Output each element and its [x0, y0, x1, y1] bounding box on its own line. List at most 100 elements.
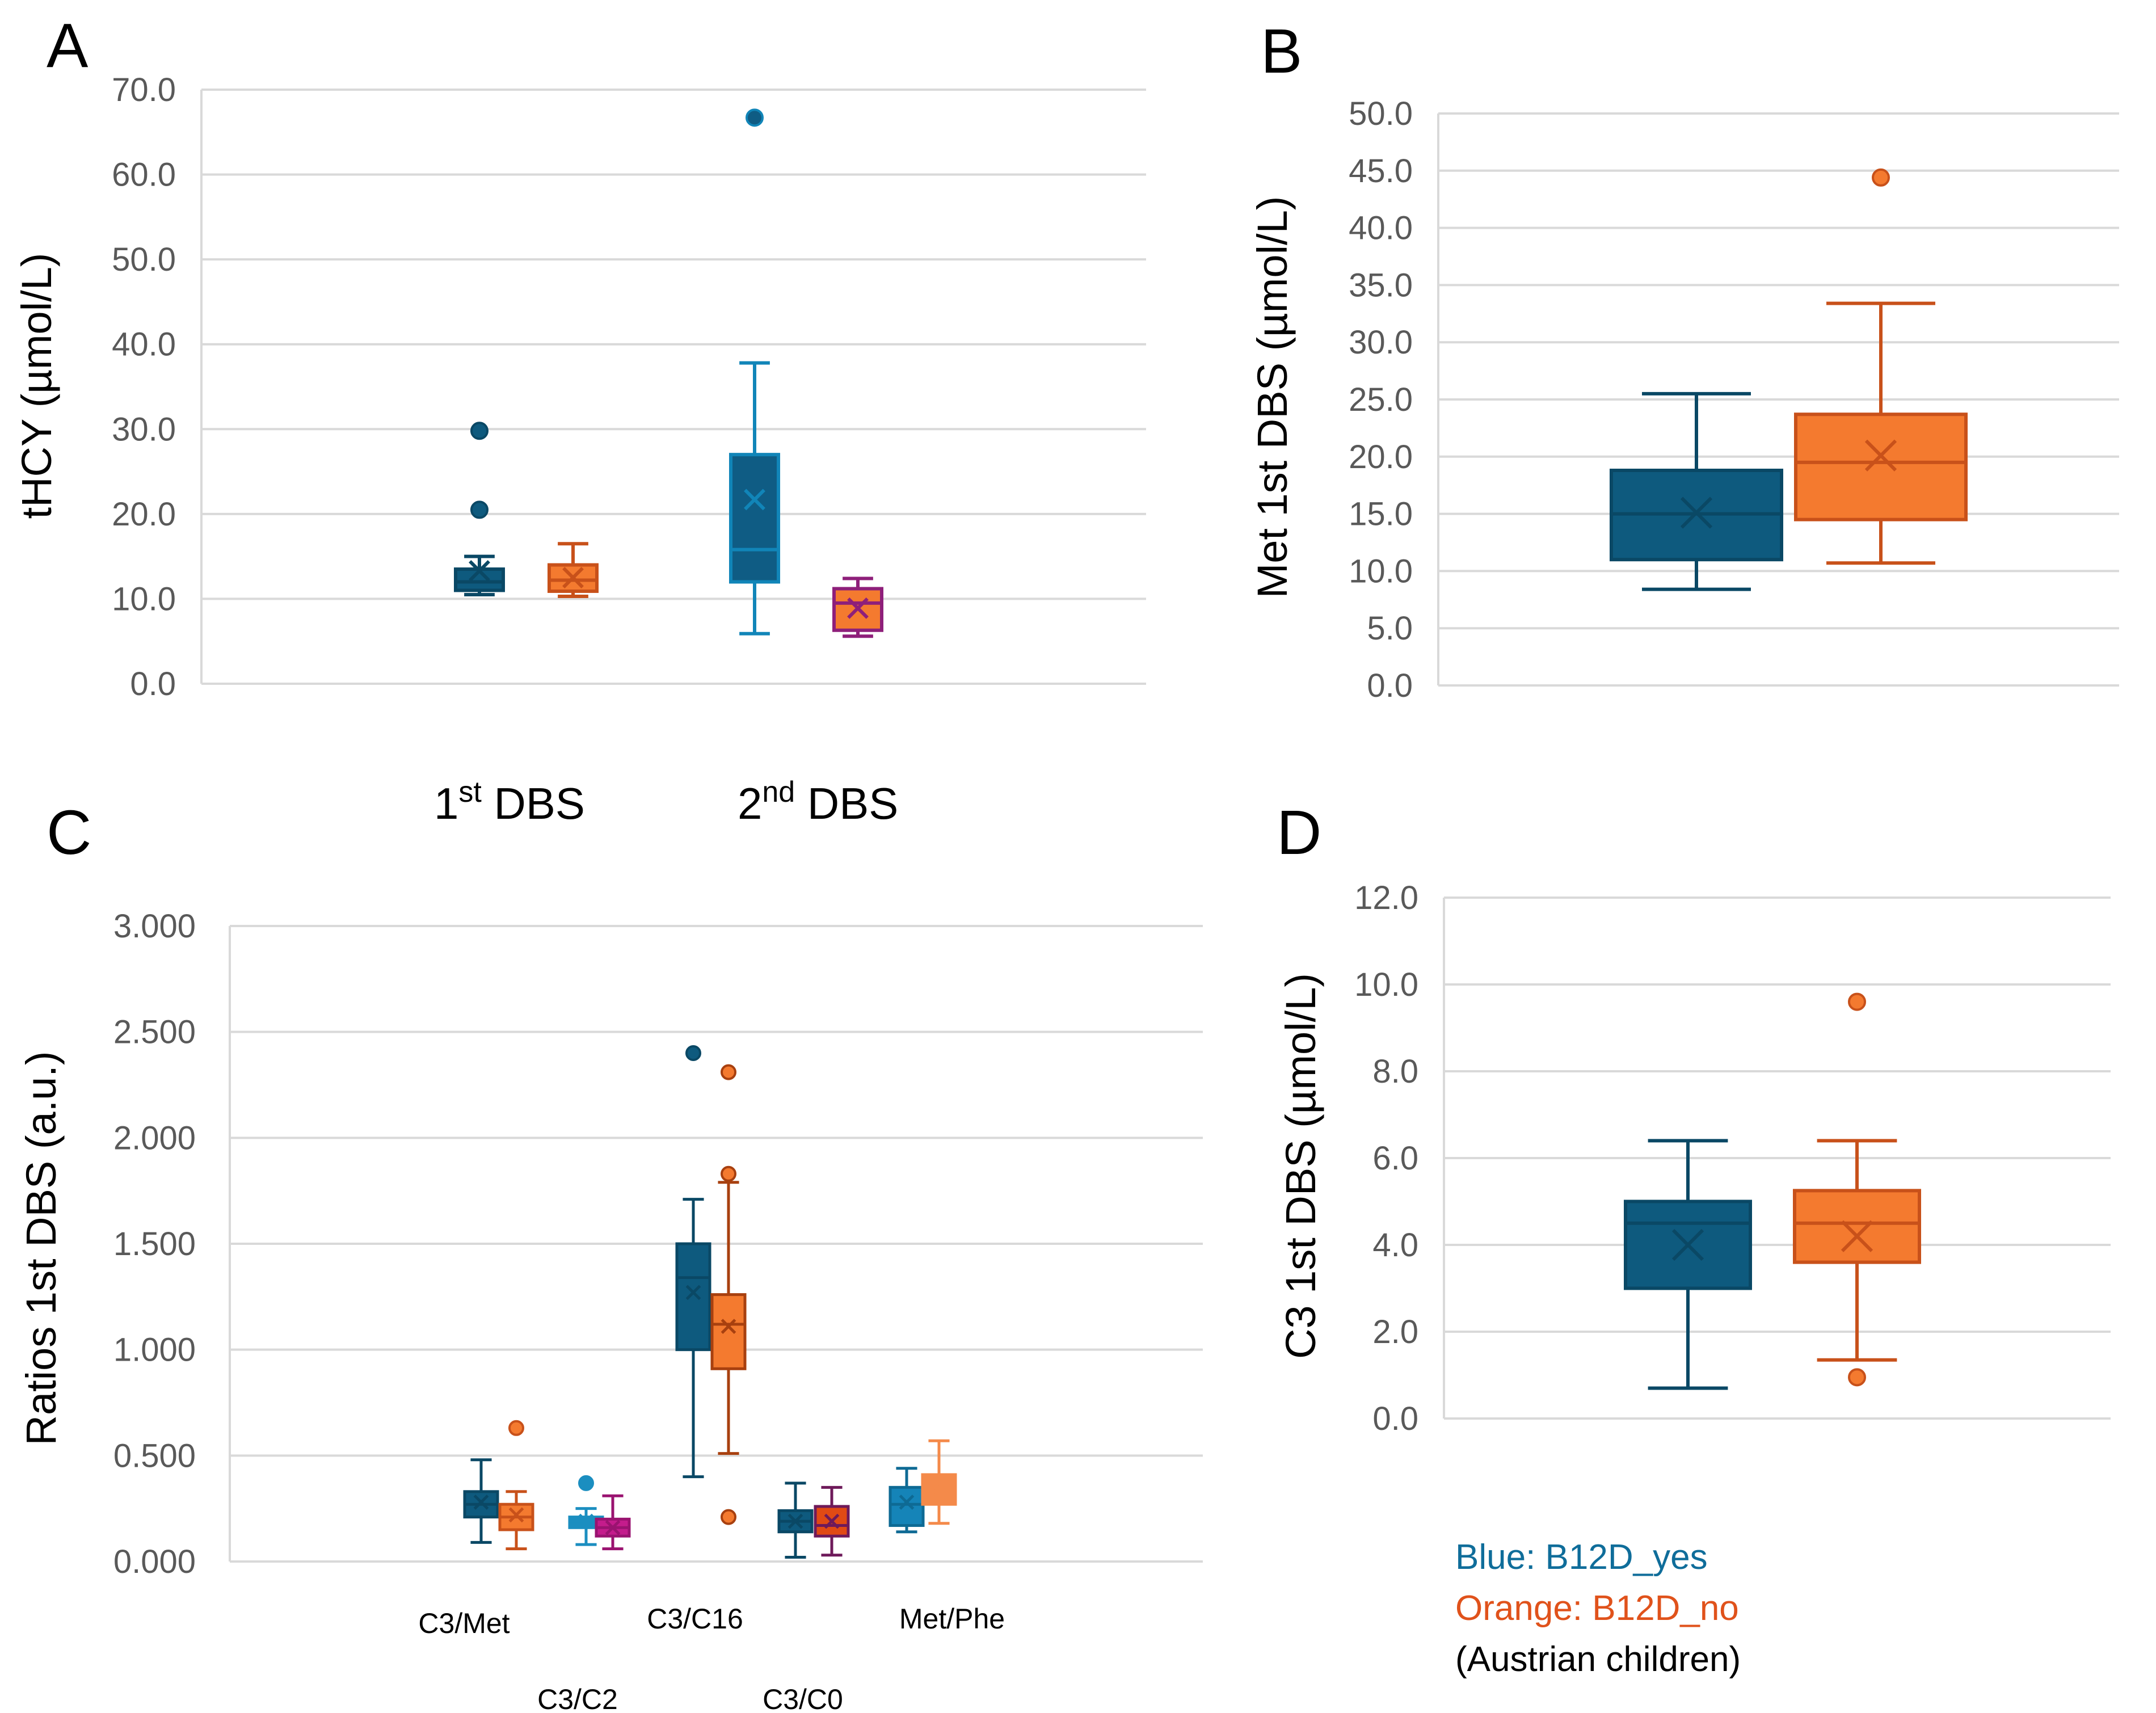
legend-note: (Austrian children) [1455, 1640, 1741, 1679]
iqr-box [675, 1242, 711, 1352]
panel-c-tick-label: 2.500 [113, 1014, 196, 1051]
mean-marker [721, 1319, 736, 1334]
panel-a-tick-label: 50.0 [112, 241, 176, 278]
panel-b-tick-label: 30.0 [1349, 324, 1413, 361]
panel-c-category-label: C3/Met [418, 1607, 509, 1639]
iqr-box [1793, 1189, 1921, 1264]
panel-d-tick-label: 8.0 [1372, 1053, 1418, 1090]
legend-blue: Blue: B12D_yes [1455, 1538, 1708, 1577]
iqr-box [548, 563, 599, 593]
panel-a-tick-label: 40.0 [112, 326, 176, 363]
panel-d-tick-label: 6.0 [1372, 1140, 1418, 1177]
panel-c-tick-label: 0.000 [113, 1543, 196, 1580]
panel-d-tick-label: 12.0 [1354, 879, 1418, 916]
panel-c-box-met-phe-b12d-yes [888, 1467, 925, 1534]
panel-c-tick-label: 1.000 [113, 1332, 196, 1369]
panel-a-box-1st-dbs-b12d-no [548, 542, 599, 598]
outlier-point [578, 1475, 594, 1491]
panel-b-box-b12d-yes [1610, 392, 1783, 591]
panel-a-tick-label: 0.0 [130, 666, 176, 702]
panel-a-label: A [47, 11, 89, 81]
mean-marker [1841, 1220, 1873, 1252]
panel-c-box-c3-c0-b12d-no [814, 1485, 850, 1557]
panel-c-y-axis-title: Ratios 1st DBS (a.u.) [18, 1051, 65, 1445]
panel-d-tick-label: 2.0 [1372, 1314, 1418, 1350]
outlier-point [508, 1420, 524, 1436]
panel-c-tick-label: 2.000 [113, 1119, 196, 1156]
panel-a-box-1st-dbs-b12d-yes [454, 422, 505, 596]
panel-d-box-b12d-yes [1624, 1139, 1752, 1390]
panel-b-label: B [1261, 16, 1302, 86]
mean-marker [899, 1495, 915, 1510]
mean-marker [469, 560, 490, 582]
panel-a-tick-label: 70.0 [112, 71, 176, 108]
mean-marker [685, 1285, 701, 1300]
mean-marker [788, 1513, 803, 1529]
panel-c-label: C [47, 798, 91, 868]
panel-b-tick-label: 45.0 [1349, 153, 1413, 190]
mean-marker [824, 1513, 840, 1529]
panel-c-category-label: Met/Phe [899, 1603, 1005, 1635]
panel-b-tick-label: 20.0 [1349, 439, 1413, 475]
panel-b-tick-label: 40.0 [1349, 210, 1413, 247]
panel-b-tick-label: 10.0 [1349, 553, 1413, 590]
panel-c-tick-label: 3.000 [113, 908, 196, 945]
mean-marker [473, 1495, 489, 1510]
mean-marker [1680, 496, 1713, 529]
mean-marker [847, 597, 869, 619]
mean-marker [578, 1513, 594, 1529]
outlier-point [721, 1064, 736, 1080]
panel-c-box-c3-c2-b12d-yes [568, 1475, 604, 1546]
outlier-point [1872, 168, 1890, 187]
first-dbs-label: 1st DBS [434, 776, 585, 828]
panel-b-tick-label: 15.0 [1349, 496, 1413, 533]
panel-b-tick-label: 35.0 [1349, 267, 1413, 304]
panel-a-tick-label: 60.0 [112, 157, 176, 193]
panel-d-tick-label: 0.0 [1372, 1400, 1418, 1437]
panel-c-box-c3-met-b12d-no [498, 1420, 534, 1551]
panel-a-box-2nd-dbs-b12d-yes [729, 108, 780, 635]
panel-c-box-met-phe-b12d-no [921, 1439, 957, 1525]
outlier-point [470, 500, 489, 519]
outlier-point [1848, 1368, 1866, 1387]
panel-b-y-axis-title: Met 1st DBS (µmol/L) [1249, 196, 1296, 599]
iqr-box [832, 587, 883, 632]
panel-b-box-b12d-no [1794, 168, 1968, 565]
iqr-box [888, 1485, 925, 1527]
panel-a-box-2nd-dbs-b12d-no [832, 576, 883, 638]
panel-a-tick-label: 10.0 [112, 580, 176, 617]
mean-marker [605, 1520, 621, 1535]
panel-c-category-label: C3/C0 [763, 1683, 843, 1713]
panel-c-category-label: C3/C2 [537, 1683, 618, 1713]
panel-a-chart: 0.0 10.0 20.0 30.0 40.0 50.0 60.0 70.0 tHCY (µmo… [13, 71, 1146, 702]
panel-a-y-axis-title: tHCY (µmol/L) [13, 253, 60, 519]
outlier-point [685, 1045, 701, 1061]
panel-d-tick-label: 10.0 [1354, 966, 1418, 1003]
panel-b-tick-label: 25.0 [1349, 381, 1413, 418]
panel-a-tick-label: 30.0 [112, 411, 176, 448]
panel-d-box-b12d-no [1793, 992, 1921, 1387]
outlier-point [746, 108, 764, 127]
outlier-point [470, 422, 489, 440]
panel-c-chart: 0.000 0.500 1.000 1.500 2.000 2.500 3.000 Ratio… [18, 908, 1203, 1713]
panel-c-category-label: C3/C16 [647, 1603, 743, 1635]
mean-marker [562, 567, 584, 588]
panel-b-tick-label: 0.0 [1367, 667, 1413, 704]
panel-d-label: D [1277, 798, 1321, 868]
panel-d-y-axis-title: C3 1st DBS (µmol/L) [1277, 973, 1324, 1359]
legend-orange: Orange: B12D_no [1455, 1589, 1739, 1628]
mean-marker [744, 489, 765, 511]
mean-marker [1671, 1228, 1704, 1261]
panel-c-box-c3-c0-b12d-yes [777, 1481, 814, 1559]
panel-c-box-c3-c16-b12d-yes [675, 1045, 711, 1479]
second-dbs-label: 2nd DBS [738, 776, 898, 828]
panel-d-tick-label: 4.0 [1372, 1227, 1418, 1264]
panel-c-box-c3-c2-b12d-no [595, 1494, 631, 1551]
panel-b-chart: 0.0 5.0 10.0 15.0 20.0 25.0 30.0 35.0 40.0 45.0 50… [1249, 95, 2119, 704]
outlier-point [721, 1165, 736, 1182]
panel-d-chart: 0.0 2.0 4.0 6.0 8.0 10.0 12.0 C3 1st DBS (µmol/… [1277, 879, 2111, 1437]
outlier-point [721, 1509, 736, 1525]
iqr-box [454, 567, 505, 592]
panel-c-tick-label: 1.500 [113, 1226, 196, 1262]
